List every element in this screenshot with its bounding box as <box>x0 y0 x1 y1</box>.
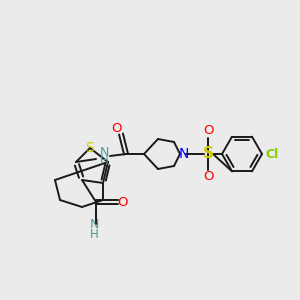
Text: S: S <box>85 141 94 155</box>
Text: N: N <box>89 218 99 230</box>
Text: O: O <box>118 196 128 208</box>
Text: H: H <box>90 227 98 241</box>
Text: O: O <box>203 170 213 184</box>
Text: O: O <box>112 122 122 134</box>
Text: N: N <box>179 147 189 161</box>
Text: N: N <box>99 146 109 158</box>
Text: Cl: Cl <box>266 148 279 160</box>
Text: O: O <box>203 124 213 137</box>
Text: S: S <box>202 146 214 161</box>
Text: H: H <box>100 154 108 167</box>
